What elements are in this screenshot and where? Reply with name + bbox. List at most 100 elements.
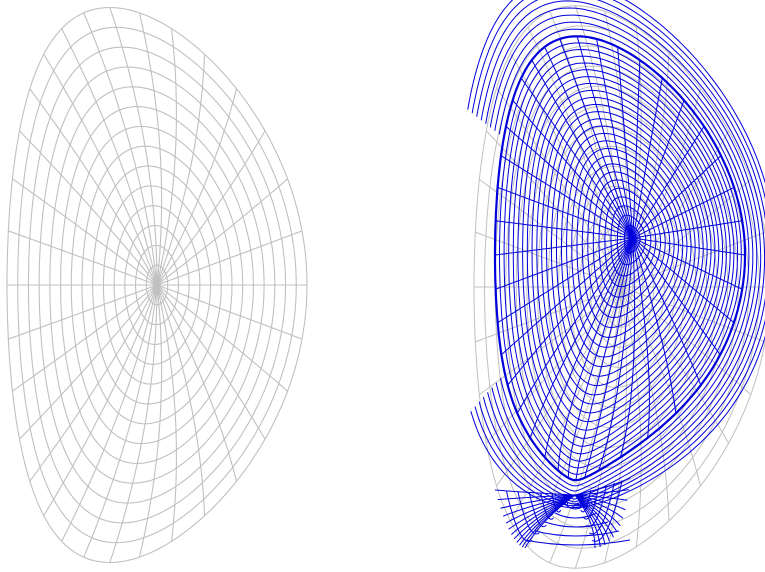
inner-divertor-leg-line bbox=[497, 494, 576, 501]
outer-divertor-leg-line bbox=[574, 494, 614, 538]
computed-radial-line bbox=[584, 237, 634, 479]
overlay-spoke bbox=[475, 286, 623, 343]
outer-divertor-leg-line bbox=[574, 494, 626, 511]
reference-spoke bbox=[156, 88, 238, 286]
computed-radial-line bbox=[559, 38, 634, 239]
private-flux-line bbox=[544, 521, 609, 528]
computed-radial-line bbox=[567, 237, 634, 478]
computed-radial-line bbox=[557, 237, 634, 471]
overlay-spoke bbox=[549, 11, 623, 288]
computed-radial-line bbox=[500, 155, 634, 239]
computed-radial-line bbox=[520, 77, 634, 239]
reference-spoke bbox=[19, 130, 158, 286]
private-flux-line bbox=[564, 503, 587, 510]
inner-divertor-leg-line bbox=[524, 494, 576, 549]
reference-spoke bbox=[156, 284, 303, 340]
reference-spoke bbox=[83, 12, 158, 286]
computed-radial-line bbox=[632, 237, 721, 355]
reference-spoke bbox=[156, 178, 288, 286]
computed-radial-line bbox=[575, 237, 634, 481]
outer-divertor-leg-cross bbox=[577, 492, 584, 506]
reference-spoke bbox=[109, 284, 158, 563]
outer-divertor-leg-line bbox=[574, 477, 631, 496]
reference-spoke bbox=[138, 284, 163, 558]
reference-spoke bbox=[156, 284, 288, 392]
inner-divertor-leg-cross bbox=[528, 491, 547, 528]
sol-flux-surface bbox=[489, 14, 758, 496]
outer-divertor-leg-line bbox=[574, 494, 621, 527]
computed-radial-line bbox=[632, 155, 722, 239]
outer-divertor-leg-line bbox=[574, 494, 624, 519]
private-flux-line bbox=[534, 530, 620, 537]
reference-spoke bbox=[12, 178, 158, 286]
outer-divertor-leg-line bbox=[574, 494, 628, 501]
computed-radial-line bbox=[505, 126, 634, 239]
computed-radial-line bbox=[576, 36, 634, 239]
computed-radial-line bbox=[632, 77, 663, 239]
reference-spoke bbox=[156, 230, 303, 286]
computed-radial-line bbox=[632, 237, 746, 256]
computed-radial-line bbox=[619, 237, 636, 458]
inner-divertor-leg-line bbox=[505, 494, 576, 524]
overlay-spoke bbox=[621, 286, 765, 343]
reference-spoke bbox=[156, 130, 266, 286]
sol-flux-surface bbox=[471, 0, 765, 507]
computed-radial-line bbox=[632, 100, 685, 239]
reference-spoke bbox=[61, 28, 158, 286]
overlay-spoke bbox=[479, 286, 623, 396]
computed-radial-line bbox=[495, 237, 634, 290]
computed-radial-line bbox=[632, 237, 677, 414]
overlay-spoke bbox=[621, 286, 730, 444]
computed-radial-line bbox=[512, 99, 634, 239]
reference-spoke bbox=[156, 284, 266, 440]
reference-spoke bbox=[43, 54, 158, 286]
computed-radial-line bbox=[494, 237, 634, 256]
outer-divertor-leg-cross bbox=[591, 480, 623, 542]
computed-radial-line bbox=[632, 237, 702, 386]
overlay-spoke bbox=[621, 286, 701, 486]
reference-spoke bbox=[61, 284, 158, 542]
computed-radial-line bbox=[596, 38, 634, 239]
computed-flux-surface bbox=[536, 96, 712, 414]
computed-radial-line bbox=[632, 237, 735, 323]
reference-spoke bbox=[138, 12, 163, 286]
inner-divertor-leg-cross bbox=[551, 493, 562, 513]
reference-spoke bbox=[83, 284, 158, 558]
reference-spoke bbox=[29, 284, 158, 482]
reference-spoke bbox=[109, 7, 158, 286]
private-flux-line bbox=[524, 539, 631, 546]
inner-divertor-leg-line bbox=[500, 494, 576, 509]
overlay-spoke bbox=[621, 179, 752, 288]
reference-spoke bbox=[12, 284, 158, 392]
computed-radial-line bbox=[497, 237, 634, 324]
sol-flux-surface bbox=[498, 28, 750, 487]
outer-divertor-leg-line bbox=[574, 489, 629, 496]
computed-radial-line bbox=[516, 237, 634, 414]
reference-spoke bbox=[8, 230, 158, 286]
computed-radial-line bbox=[507, 237, 634, 386]
overlay-spoke bbox=[479, 178, 623, 288]
outer-divertor-leg-cross bbox=[583, 487, 600, 520]
computed-radial-line bbox=[617, 46, 634, 239]
reference-mesh-overlay bbox=[473, 5, 765, 569]
reference-spoke bbox=[156, 28, 177, 286]
private-flux-line bbox=[554, 512, 598, 519]
overlay-spoke bbox=[485, 286, 623, 444]
computed-radial-line bbox=[598, 237, 634, 471]
reference-spoke bbox=[8, 284, 158, 340]
computed-radial-line bbox=[632, 60, 641, 239]
inner-divertor-leg-cross bbox=[540, 492, 554, 520]
overlay-spoke bbox=[574, 5, 623, 288]
overlay-spoke bbox=[621, 88, 701, 288]
computed-radial-line bbox=[632, 186, 735, 239]
overlay-spoke bbox=[621, 286, 642, 547]
reference-mesh-panel bbox=[6, 6, 308, 564]
reference-spoke bbox=[29, 88, 158, 286]
overlay-spoke bbox=[527, 286, 623, 548]
computed-radial-line bbox=[632, 126, 705, 239]
computed-radial-line bbox=[495, 220, 634, 239]
reference-spoke bbox=[43, 284, 158, 516]
inner-divertor-leg-line bbox=[502, 494, 576, 517]
